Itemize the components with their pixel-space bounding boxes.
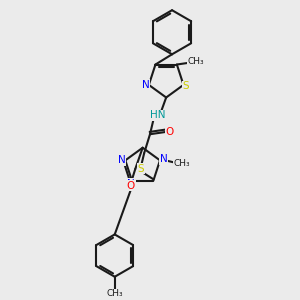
Text: N: N [160,154,168,164]
Text: HN: HN [150,110,165,120]
Text: S: S [182,81,189,92]
Text: N: N [142,80,150,90]
Text: CH₃: CH₃ [106,289,123,298]
Text: N: N [127,178,134,189]
Text: CH₃: CH₃ [188,57,204,66]
Text: N: N [118,155,126,165]
Text: O: O [127,181,135,191]
Text: CH₃: CH₃ [174,159,190,168]
Text: O: O [166,127,174,137]
Text: S: S [138,164,145,174]
